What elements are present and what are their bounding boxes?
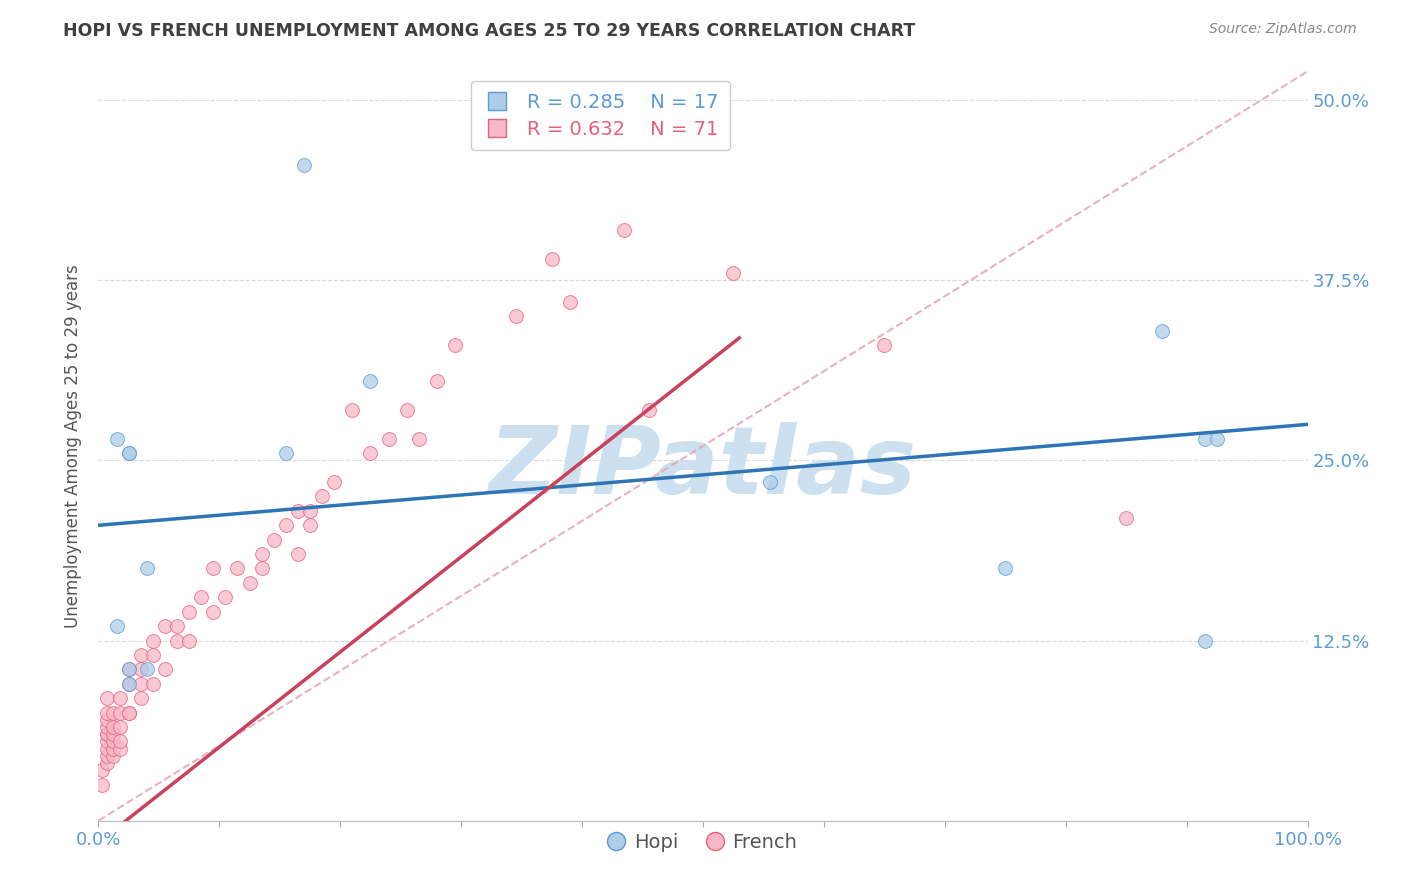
Point: [311, 490, 333, 504]
Point: [426, 374, 449, 388]
Point: [202, 561, 225, 575]
Point: [108, 741, 131, 756]
Point: [118, 677, 141, 691]
Point: [101, 741, 124, 756]
Point: [108, 734, 131, 748]
Point: [214, 591, 236, 605]
Point: [239, 575, 262, 590]
Point: [299, 504, 322, 518]
Point: [360, 374, 382, 388]
Point: [153, 619, 176, 633]
Point: [292, 158, 315, 172]
Point: [118, 662, 141, 676]
Point: [91, 778, 114, 792]
Point: [153, 662, 176, 676]
Point: [166, 633, 188, 648]
Point: [1194, 633, 1216, 648]
Point: [1194, 432, 1216, 446]
Point: [135, 561, 157, 575]
Point: [179, 605, 201, 619]
Point: [758, 475, 780, 489]
Point: [613, 223, 636, 237]
Point: [118, 706, 141, 720]
Point: [101, 706, 124, 720]
Point: [129, 677, 152, 691]
Point: [101, 748, 124, 763]
Point: [96, 713, 118, 727]
Point: [96, 727, 118, 741]
Point: [1115, 511, 1137, 525]
Point: [994, 561, 1017, 575]
Point: [274, 518, 297, 533]
Point: [118, 446, 141, 460]
Text: HOPI VS FRENCH UNEMPLOYMENT AMONG AGES 25 TO 29 YEARS CORRELATION CHART: HOPI VS FRENCH UNEMPLOYMENT AMONG AGES 2…: [63, 22, 915, 40]
Point: [263, 533, 285, 547]
Point: [323, 475, 346, 489]
Point: [1152, 324, 1174, 338]
Point: [202, 605, 225, 619]
Point: [540, 252, 562, 266]
Point: [96, 727, 118, 741]
Point: [129, 691, 152, 706]
Point: [108, 720, 131, 734]
Point: [505, 310, 527, 324]
Point: [287, 504, 309, 518]
Point: [190, 591, 212, 605]
Text: Source: ZipAtlas.com: Source: ZipAtlas.com: [1209, 22, 1357, 37]
Point: [101, 720, 124, 734]
Point: [96, 691, 118, 706]
Point: [96, 756, 118, 770]
Point: [287, 547, 309, 561]
Point: [1206, 432, 1229, 446]
Point: [96, 741, 118, 756]
Point: [166, 619, 188, 633]
Point: [129, 648, 152, 662]
Point: [250, 561, 273, 575]
Text: ZIPatlas: ZIPatlas: [489, 423, 917, 515]
Point: [105, 619, 128, 633]
Point: [118, 706, 141, 720]
Point: [142, 677, 165, 691]
Point: [96, 720, 118, 734]
Point: [723, 266, 745, 280]
Y-axis label: Unemployment Among Ages 25 to 29 years: Unemployment Among Ages 25 to 29 years: [65, 264, 83, 628]
Point: [118, 662, 141, 676]
Point: [96, 734, 118, 748]
Point: [226, 561, 249, 575]
Point: [108, 691, 131, 706]
Point: [395, 403, 418, 417]
Point: [105, 432, 128, 446]
Point: [142, 633, 165, 648]
Point: [274, 446, 297, 460]
Point: [101, 734, 124, 748]
Point: [873, 338, 896, 352]
Point: [91, 763, 114, 777]
Legend: Hopi, French: Hopi, French: [600, 825, 806, 860]
Point: [108, 706, 131, 720]
Point: [558, 294, 581, 309]
Point: [179, 633, 201, 648]
Point: [250, 547, 273, 561]
Point: [444, 338, 467, 352]
Point: [342, 403, 364, 417]
Point: [96, 706, 118, 720]
Point: [129, 662, 152, 676]
Point: [118, 446, 141, 460]
Point: [637, 403, 659, 417]
Point: [142, 648, 165, 662]
Point: [118, 677, 141, 691]
Point: [101, 727, 124, 741]
Point: [299, 518, 322, 533]
Point: [408, 432, 430, 446]
Point: [360, 446, 382, 460]
Point: [377, 432, 399, 446]
Point: [96, 748, 118, 763]
Point: [135, 662, 157, 676]
